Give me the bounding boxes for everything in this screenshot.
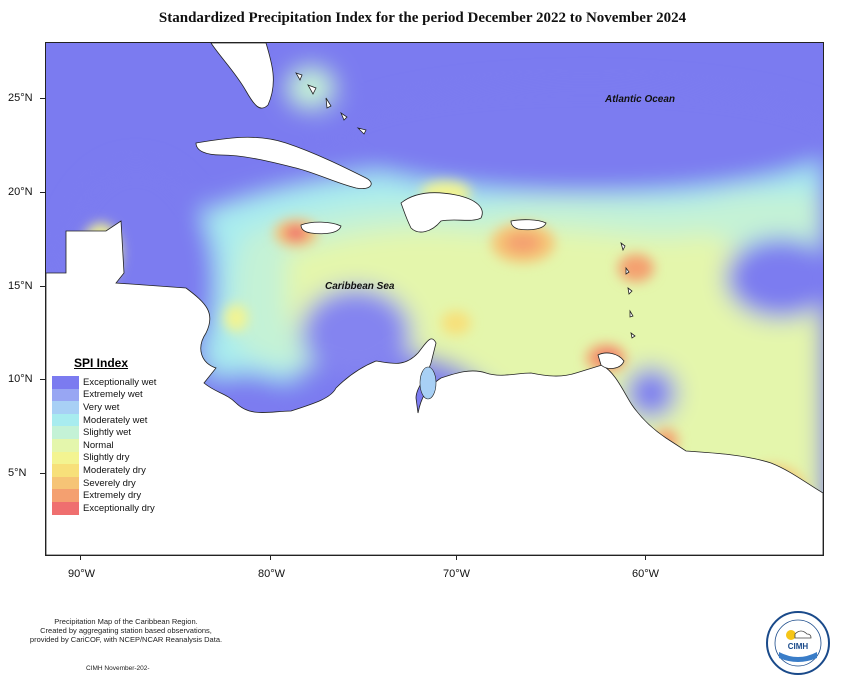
legend-label: Exceptionally dry	[83, 502, 155, 514]
legend-label: Slightly wet	[83, 427, 132, 439]
legend-swatch	[52, 426, 79, 439]
logo-text: CIMH	[788, 642, 809, 651]
longitude-label-80w: 80°W	[258, 568, 286, 580]
lon-tick	[270, 555, 271, 560]
legend-rows: Exceptionally wet Extremely wet Very wet Mo…	[52, 376, 162, 515]
legend-label: Moderately dry	[83, 464, 146, 476]
footnote-line: provided by CariCOF, with NCEP/NCAR Rean…	[29, 635, 223, 644]
legend-swatch	[52, 501, 79, 515]
latitude-label-10n: 10°N	[8, 373, 33, 385]
legend-item: Exceptionally dry	[52, 501, 162, 515]
lake-patch	[419, 366, 437, 400]
legend-title: SPI Index	[74, 356, 129, 370]
longitude-label-70w: 70°W	[443, 568, 471, 580]
lon-tick	[456, 555, 457, 560]
latitude-label-15n: 15°N	[8, 280, 33, 292]
lat-tick	[40, 473, 45, 474]
caribbean-sea-label: Caribbean Sea	[325, 281, 395, 292]
map-credit: CIMH November-202‐	[86, 665, 150, 672]
legend-label: Exceptionally wet	[83, 376, 157, 388]
spi-map	[45, 42, 824, 556]
legend-swatch	[52, 464, 79, 477]
latitude-label-5n: 5°N	[8, 467, 27, 479]
legend-swatch	[52, 413, 79, 427]
legend-label: Extremely wet	[83, 389, 143, 401]
legend-swatch	[52, 451, 79, 465]
lon-tick	[645, 555, 646, 560]
legend-swatch	[52, 376, 79, 389]
latitude-label-20n: 20°N	[8, 186, 33, 198]
legend-label: Very wet	[83, 401, 120, 413]
lat-tick	[40, 192, 45, 193]
legend-item: Moderately dry	[52, 464, 162, 477]
longitude-label-60w: 60°W	[632, 568, 660, 580]
legend-label: Extremely dry	[83, 490, 142, 502]
legend-item: Normal	[52, 438, 162, 452]
legend-label: Slightly dry	[83, 452, 130, 464]
legend-label: Normal	[83, 439, 114, 451]
spi-legend: SPI Index Exceptionally wet Extremely wet…	[52, 356, 162, 515]
legend-swatch	[52, 401, 79, 414]
lat-tick	[40, 286, 45, 287]
footnote-line: Created by aggregating station based obs…	[40, 626, 212, 635]
legend-label: Severely dry	[83, 477, 136, 489]
legend-item: Slightly wet	[52, 426, 162, 439]
spi-map-canvas	[46, 43, 823, 555]
lat-tick	[40, 98, 45, 99]
legend-item: Severely dry	[52, 476, 162, 490]
footnote-line: Precipitation Map of the Caribbean Regio…	[54, 617, 198, 626]
legend-swatch	[52, 476, 79, 490]
legend-swatch	[52, 489, 79, 502]
lon-tick	[80, 555, 81, 560]
atlantic-ocean-label: Atlantic Ocean	[605, 94, 676, 105]
lat-tick	[40, 379, 45, 380]
legend-item: Extremely wet	[52, 388, 162, 402]
legend-item: Slightly dry	[52, 451, 162, 465]
legend-label: Moderately wet	[83, 414, 148, 426]
legend-item: Extremely dry	[52, 489, 162, 502]
legend-item: Exceptionally wet	[52, 376, 162, 389]
longitude-label-90w: 90°W	[68, 568, 96, 580]
cimh-logo: CIMH	[766, 611, 830, 675]
latitude-label-25n: 25°N	[8, 92, 33, 104]
legend-swatch	[52, 388, 79, 402]
map-footnote: Precipitation Map of the Caribbean Regio…	[6, 617, 246, 644]
legend-swatch	[52, 438, 79, 452]
legend-item: Very wet	[52, 401, 162, 414]
legend-item: Moderately wet	[52, 413, 162, 427]
map-title: Standardized Precipitation Index for the…	[158, 10, 687, 26]
